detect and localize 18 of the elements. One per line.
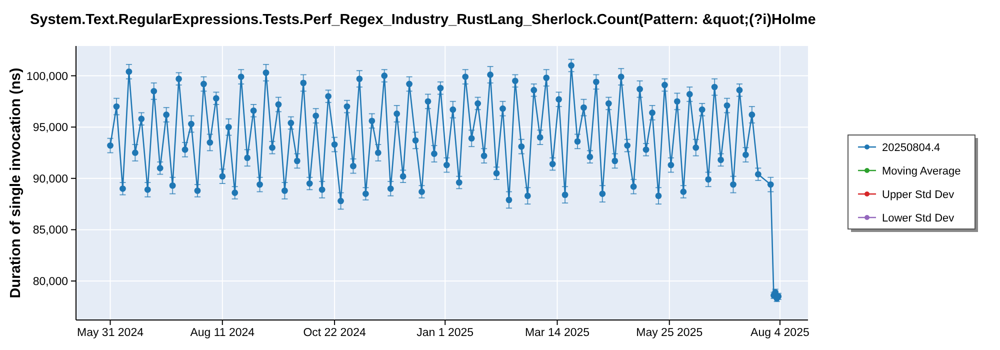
- chart-title: System.Text.RegularExpressions.Tests.Perf_Regex_Industry_RustLang_Sherlock.Count(Pattern: &quot;(?i)Holme: [30, 12, 816, 28]
- legend-label: Lower Std Dev: [882, 212, 955, 224]
- y-tick-label: 80,000: [32, 276, 68, 288]
- x-tick-label: Mar 14 2025: [524, 327, 590, 339]
- y-tick-label: 90,000: [32, 173, 68, 186]
- y-axis-title: Duration of single invocation (ns): [8, 68, 24, 298]
- y-tick-label: 85,000: [32, 224, 68, 237]
- legend-label: 20250804.4: [882, 142, 940, 154]
- legend-label: Moving Average: [882, 165, 961, 178]
- x-tick-label: Aug 11 2024: [190, 327, 256, 339]
- x-tick-label: Aug 4 2025: [750, 327, 810, 339]
- x-tick-label: May 25 2025: [636, 327, 703, 339]
- x-tick-label: May 31 2024: [77, 327, 144, 339]
- legend-label: Upper Std Dev: [882, 188, 955, 201]
- x-tick-label: Oct 22 2024: [303, 327, 366, 339]
- y-tick-label: 95,000: [32, 122, 68, 134]
- x-tick-label: Jan 1 2025: [416, 327, 474, 339]
- y-tick-label: 100,000: [26, 70, 68, 83]
